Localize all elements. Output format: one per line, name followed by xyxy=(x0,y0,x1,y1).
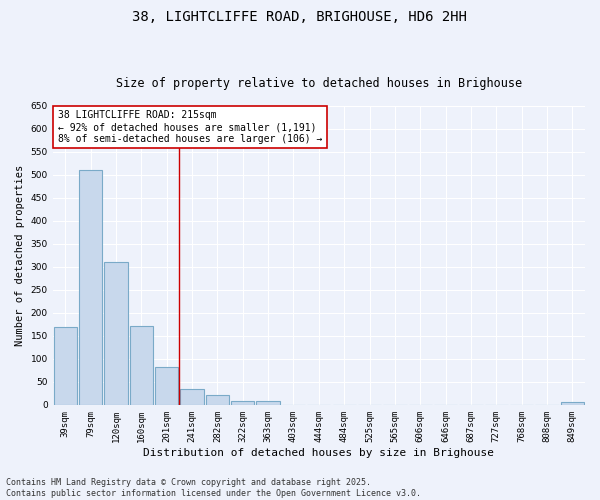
Title: Size of property relative to detached houses in Brighouse: Size of property relative to detached ho… xyxy=(116,76,522,90)
Bar xyxy=(181,388,204,405)
Text: Contains HM Land Registry data © Crown copyright and database right 2025.
Contai: Contains HM Land Registry data © Crown c… xyxy=(6,478,421,498)
Bar xyxy=(206,394,229,405)
Bar xyxy=(53,326,77,405)
Bar xyxy=(231,401,254,405)
Bar xyxy=(560,402,584,405)
Bar xyxy=(256,401,280,405)
Bar xyxy=(130,326,153,405)
Y-axis label: Number of detached properties: Number of detached properties xyxy=(15,165,25,346)
X-axis label: Distribution of detached houses by size in Brighouse: Distribution of detached houses by size … xyxy=(143,448,494,458)
Bar xyxy=(104,262,128,405)
Text: 38 LIGHTCLIFFE ROAD: 215sqm
← 92% of detached houses are smaller (1,191)
8% of s: 38 LIGHTCLIFFE ROAD: 215sqm ← 92% of det… xyxy=(58,110,322,144)
Text: 38, LIGHTCLIFFE ROAD, BRIGHOUSE, HD6 2HH: 38, LIGHTCLIFFE ROAD, BRIGHOUSE, HD6 2HH xyxy=(133,10,467,24)
Bar xyxy=(155,367,178,405)
Bar xyxy=(79,170,103,405)
